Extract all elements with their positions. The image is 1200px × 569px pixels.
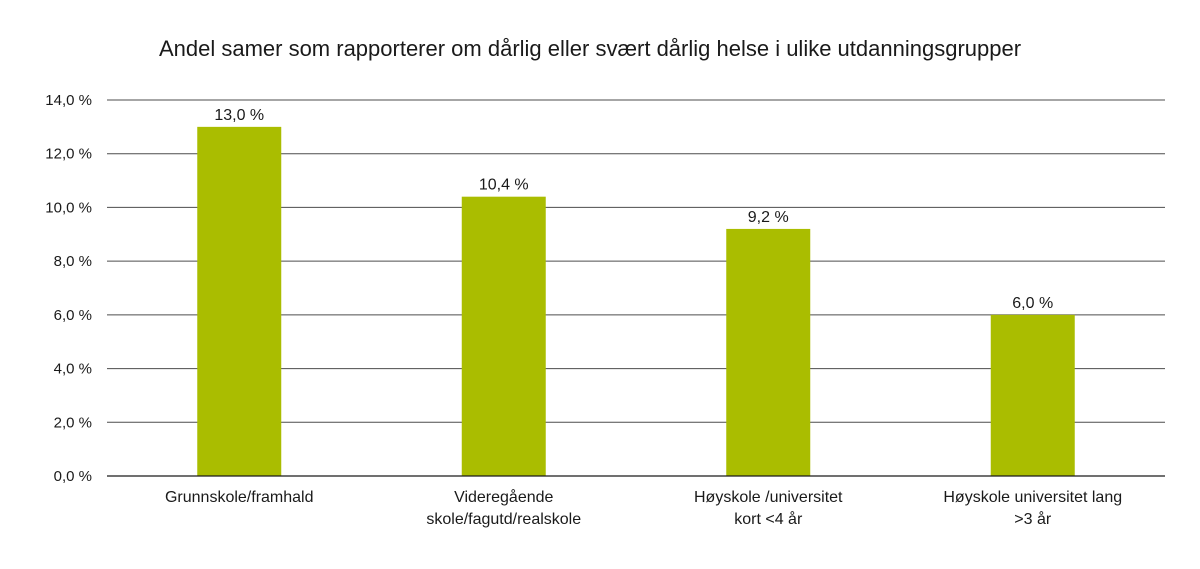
x-category-label: >3 år (1014, 510, 1052, 528)
chart-title: Andel samer som rapporterer om dårlig el… (159, 36, 1021, 61)
y-tick-label: 8,0 % (54, 253, 92, 270)
x-category-label: Høyskole universitet lang (943, 489, 1122, 506)
data-label: 6,0 % (1012, 295, 1053, 312)
gridlines (107, 99, 1165, 423)
x-category-label: skole/fagutd/realskole (426, 511, 581, 528)
bar (726, 228, 811, 476)
y-tick-label: 14,0 % (45, 92, 92, 109)
x-axis-categories: Grunnskole/framhald Videregående skole/fag… (165, 488, 1122, 528)
bar (197, 126, 282, 476)
data-label: 10,4 % (479, 177, 529, 194)
y-tick-label: 10,0 % (45, 199, 92, 216)
data-label: 13,0 % (214, 107, 264, 124)
y-tick-label: 6,0 % (54, 307, 92, 324)
y-tick-label: 2,0 % (54, 414, 92, 431)
x-category-label: Høyskole /universitet (694, 489, 843, 506)
x-category-label: Videregående (454, 488, 553, 506)
y-tick-label: 0,0 % (54, 468, 92, 485)
x-category-label: Grunnskole/framhald (165, 489, 314, 506)
data-label: 9,2 % (748, 209, 789, 226)
bar (990, 314, 1075, 476)
y-tick-label: 4,0 % (54, 361, 92, 378)
y-tick-label: 12,0 % (45, 146, 92, 163)
data-labels: 13,0 % 10,4 % 9,2 % 6,0 % (214, 107, 1053, 312)
bars (197, 126, 1075, 476)
bar (461, 196, 546, 476)
x-category-label: kort <4 år (734, 510, 803, 528)
y-axis-ticks: 0,0 % 2,0 % 4,0 % 6,0 % 8,0 % 10,0 % 12,0 % 14,… (45, 92, 92, 485)
